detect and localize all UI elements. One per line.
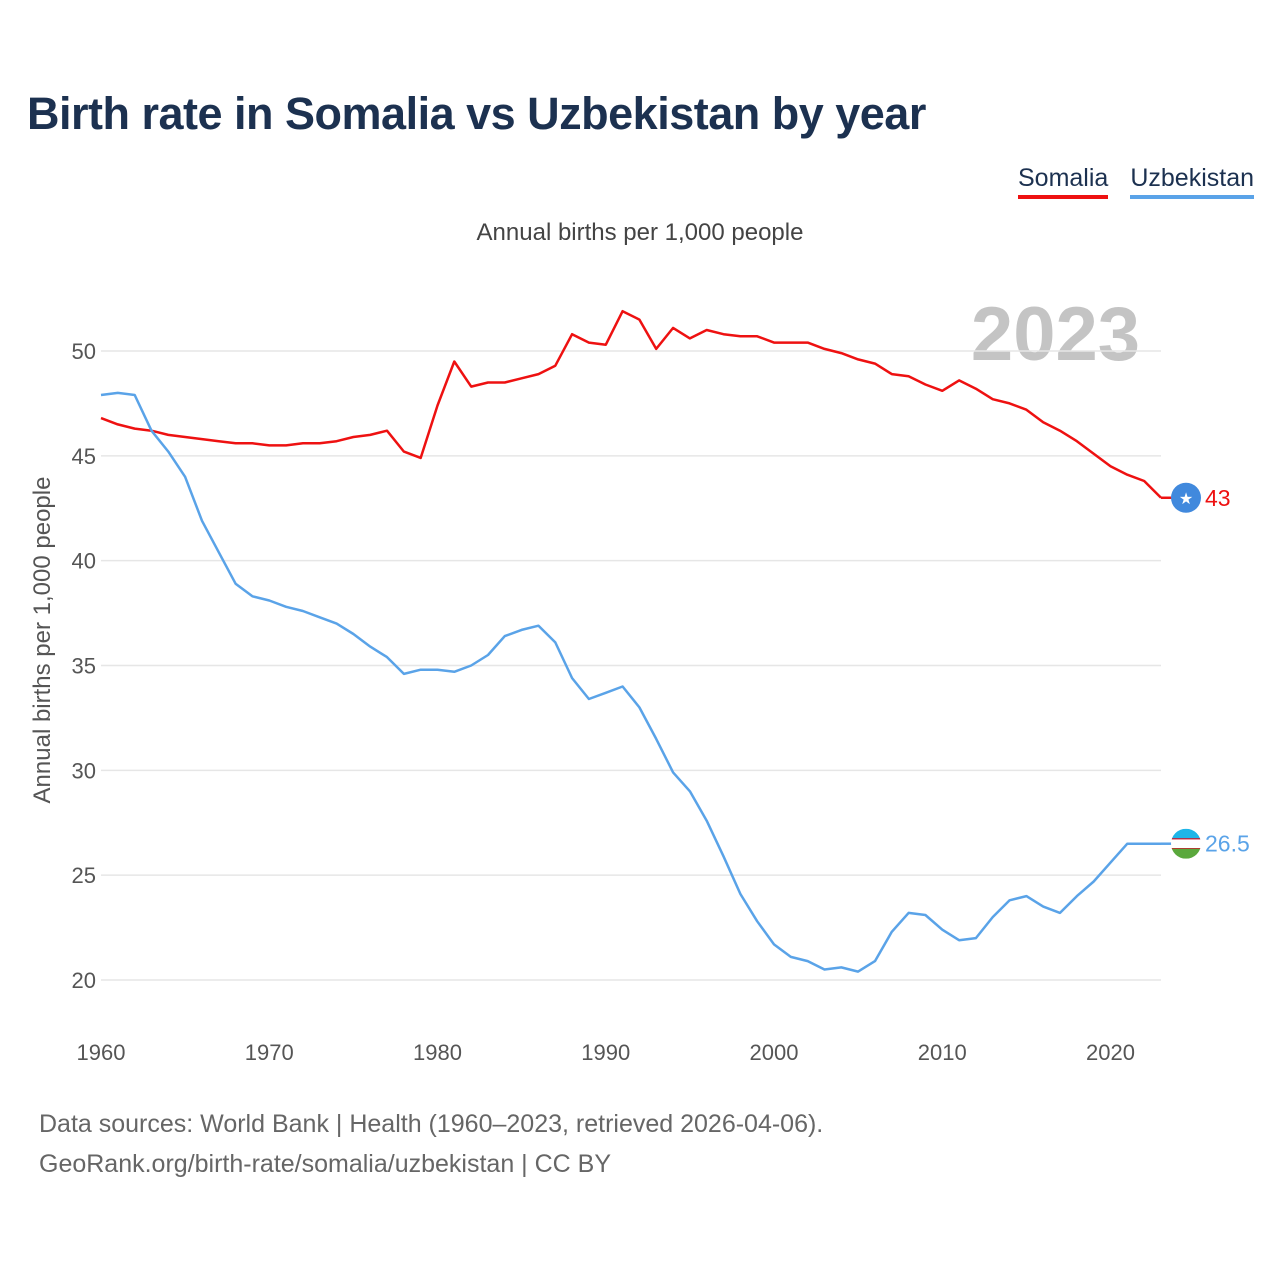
end-marker-uzbekistan: 26.5 bbox=[1161, 828, 1250, 859]
footer: Data sources: World Bank | Health (1960–… bbox=[39, 1104, 823, 1184]
y-tick-label-50: 50 bbox=[72, 339, 96, 364]
end-marker-somalia: ★ 43 bbox=[1161, 482, 1231, 513]
end-value-label-somalia: 43 bbox=[1205, 485, 1231, 511]
legend-item-somalia[interactable]: Somalia bbox=[1018, 164, 1109, 199]
y-tick-label-20: 20 bbox=[72, 968, 96, 993]
flag-fimbriation-bottom bbox=[1171, 848, 1201, 850]
x-tick-label-2000: 2000 bbox=[750, 1040, 799, 1065]
flag-fimbriation-top bbox=[1171, 838, 1201, 840]
y-tick-label-30: 30 bbox=[72, 758, 96, 783]
y-tick-label-25: 25 bbox=[72, 863, 96, 888]
y-tick-label-45: 45 bbox=[72, 444, 96, 469]
chart-title: Birth rate in Somalia vs Uzbekistan by y… bbox=[27, 88, 926, 139]
x-tick-label-1960: 1960 bbox=[77, 1040, 126, 1065]
chart-subtitle: Annual births per 1,000 people bbox=[477, 219, 804, 246]
somalia-flag-icon bbox=[1171, 482, 1201, 513]
legend-item-uzbekistan[interactable]: Uzbekistan bbox=[1130, 164, 1254, 199]
line-chart: Annual births per 1,000 people 2023 Annu… bbox=[29, 219, 1250, 1065]
x-tick-label-2020: 2020 bbox=[1086, 1040, 1135, 1065]
y-axis-ticks: 20 25 30 35 40 45 50 bbox=[72, 339, 96, 993]
end-markers: ★ 43 26.5 bbox=[1161, 482, 1250, 859]
y-tick-label-35: 35 bbox=[72, 654, 96, 679]
x-axis-ticks: 1960 1970 1980 1990 2000 2010 2020 bbox=[77, 1040, 1135, 1065]
x-tick-label-1990: 1990 bbox=[581, 1040, 630, 1065]
footer-attribution[interactable]: GeoRank.org/birth-rate/somalia/uzbekista… bbox=[39, 1150, 612, 1178]
series-line-somalia[interactable] bbox=[100, 309, 1162, 499]
series-line-uzbekistan[interactable] bbox=[100, 391, 1161, 973]
year-watermark: 2023 bbox=[971, 292, 1140, 377]
y-axis-label: Annual births per 1,000 people bbox=[29, 477, 56, 804]
series-lines bbox=[100, 309, 1162, 973]
x-tick-label-1980: 1980 bbox=[413, 1040, 462, 1065]
uzbekistan-flag-icon bbox=[1171, 828, 1201, 859]
y-tick-label-40: 40 bbox=[72, 549, 96, 574]
x-tick-label-1970: 1970 bbox=[245, 1040, 294, 1065]
gridlines bbox=[101, 350, 1161, 981]
star-icon: ★ bbox=[1179, 491, 1193, 508]
x-tick-label-2010: 2010 bbox=[918, 1040, 967, 1065]
legend: Somalia Uzbekistan bbox=[1018, 164, 1254, 199]
flag-stripe-middle bbox=[1171, 838, 1201, 849]
footer-sources: Data sources: World Bank | Health (1960–… bbox=[39, 1110, 824, 1138]
flag-stripe-bottom bbox=[1171, 848, 1201, 859]
flag-stripe-top bbox=[1171, 828, 1201, 839]
end-value-label-uzbekistan: 26.5 bbox=[1205, 831, 1250, 857]
